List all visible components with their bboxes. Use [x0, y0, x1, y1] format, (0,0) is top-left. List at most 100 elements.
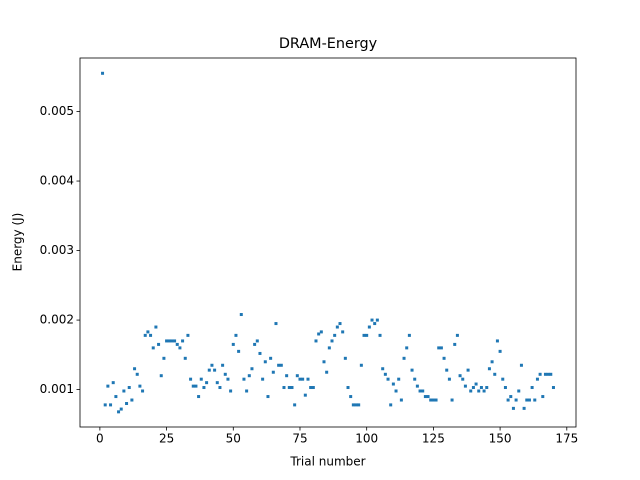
point [290, 386, 294, 390]
point [101, 71, 105, 75]
point [282, 386, 286, 390]
point [269, 356, 273, 360]
point [138, 384, 142, 388]
point [194, 384, 198, 388]
point [498, 349, 502, 353]
plot-frame [79, 57, 577, 428]
point [261, 377, 265, 381]
point [279, 363, 283, 367]
point [295, 374, 299, 378]
point [381, 367, 385, 371]
point [149, 333, 153, 337]
point [234, 333, 238, 337]
point [525, 398, 529, 402]
point [178, 346, 182, 350]
point [207, 368, 211, 372]
point [362, 333, 366, 337]
point [327, 346, 331, 350]
point [415, 384, 419, 388]
point [461, 377, 465, 381]
point [359, 363, 363, 367]
point [117, 410, 121, 414]
point [354, 403, 358, 407]
point [434, 398, 438, 402]
point [266, 395, 270, 399]
point [226, 377, 230, 381]
point [482, 389, 486, 393]
point [151, 346, 155, 350]
y-tick-label: 0.003 [40, 243, 74, 257]
point [114, 395, 118, 399]
point [170, 339, 174, 343]
point [210, 363, 214, 367]
point [447, 377, 451, 381]
point [242, 377, 246, 381]
point [530, 386, 534, 390]
point [274, 322, 278, 326]
point [255, 339, 259, 343]
point [325, 370, 329, 374]
point [103, 403, 107, 407]
point [157, 342, 161, 346]
point [258, 351, 262, 355]
point [349, 395, 353, 399]
point [429, 398, 433, 402]
point [247, 374, 251, 378]
y-tick-label: 0.002 [40, 313, 74, 327]
point [191, 384, 195, 388]
point [522, 406, 526, 410]
point [119, 407, 123, 411]
point [455, 333, 459, 337]
point [231, 342, 235, 346]
point [221, 363, 225, 367]
point [237, 349, 241, 353]
x-tick-label: 175 [555, 432, 578, 446]
point [154, 325, 158, 329]
point [223, 372, 227, 376]
point [159, 374, 163, 378]
y-tick-label: 0.001 [40, 382, 74, 396]
point [229, 389, 233, 393]
point [317, 332, 321, 336]
point [239, 313, 243, 317]
point [458, 374, 462, 378]
point [519, 363, 523, 367]
point [423, 395, 427, 399]
point [338, 322, 342, 326]
point [245, 389, 249, 393]
point [165, 339, 169, 343]
point [413, 377, 417, 381]
point [370, 318, 374, 322]
point [386, 377, 390, 381]
point [189, 377, 193, 381]
chart-title: DRAM-Energy [279, 36, 378, 52]
point [263, 360, 267, 364]
point [394, 389, 398, 393]
x-tick-label: 100 [355, 432, 378, 446]
point [426, 395, 430, 399]
point [391, 382, 395, 386]
point [173, 339, 177, 343]
point [213, 368, 217, 372]
point [335, 325, 339, 329]
x-tick-label: 0 [96, 432, 104, 446]
point [111, 381, 115, 385]
x-tick-label: 125 [422, 432, 445, 446]
point [130, 398, 134, 402]
x-axis-label: Trial number [289, 455, 365, 469]
point [306, 377, 310, 381]
point [106, 384, 110, 388]
point [453, 342, 457, 346]
point [343, 356, 347, 360]
point [397, 377, 401, 381]
point [319, 330, 323, 334]
x-tick-label: 150 [489, 432, 512, 446]
point [253, 342, 257, 346]
point [346, 386, 350, 390]
point [463, 384, 467, 388]
point [181, 339, 185, 343]
y-tick-label: 0.004 [40, 174, 74, 188]
point [503, 386, 507, 390]
point [197, 395, 201, 399]
